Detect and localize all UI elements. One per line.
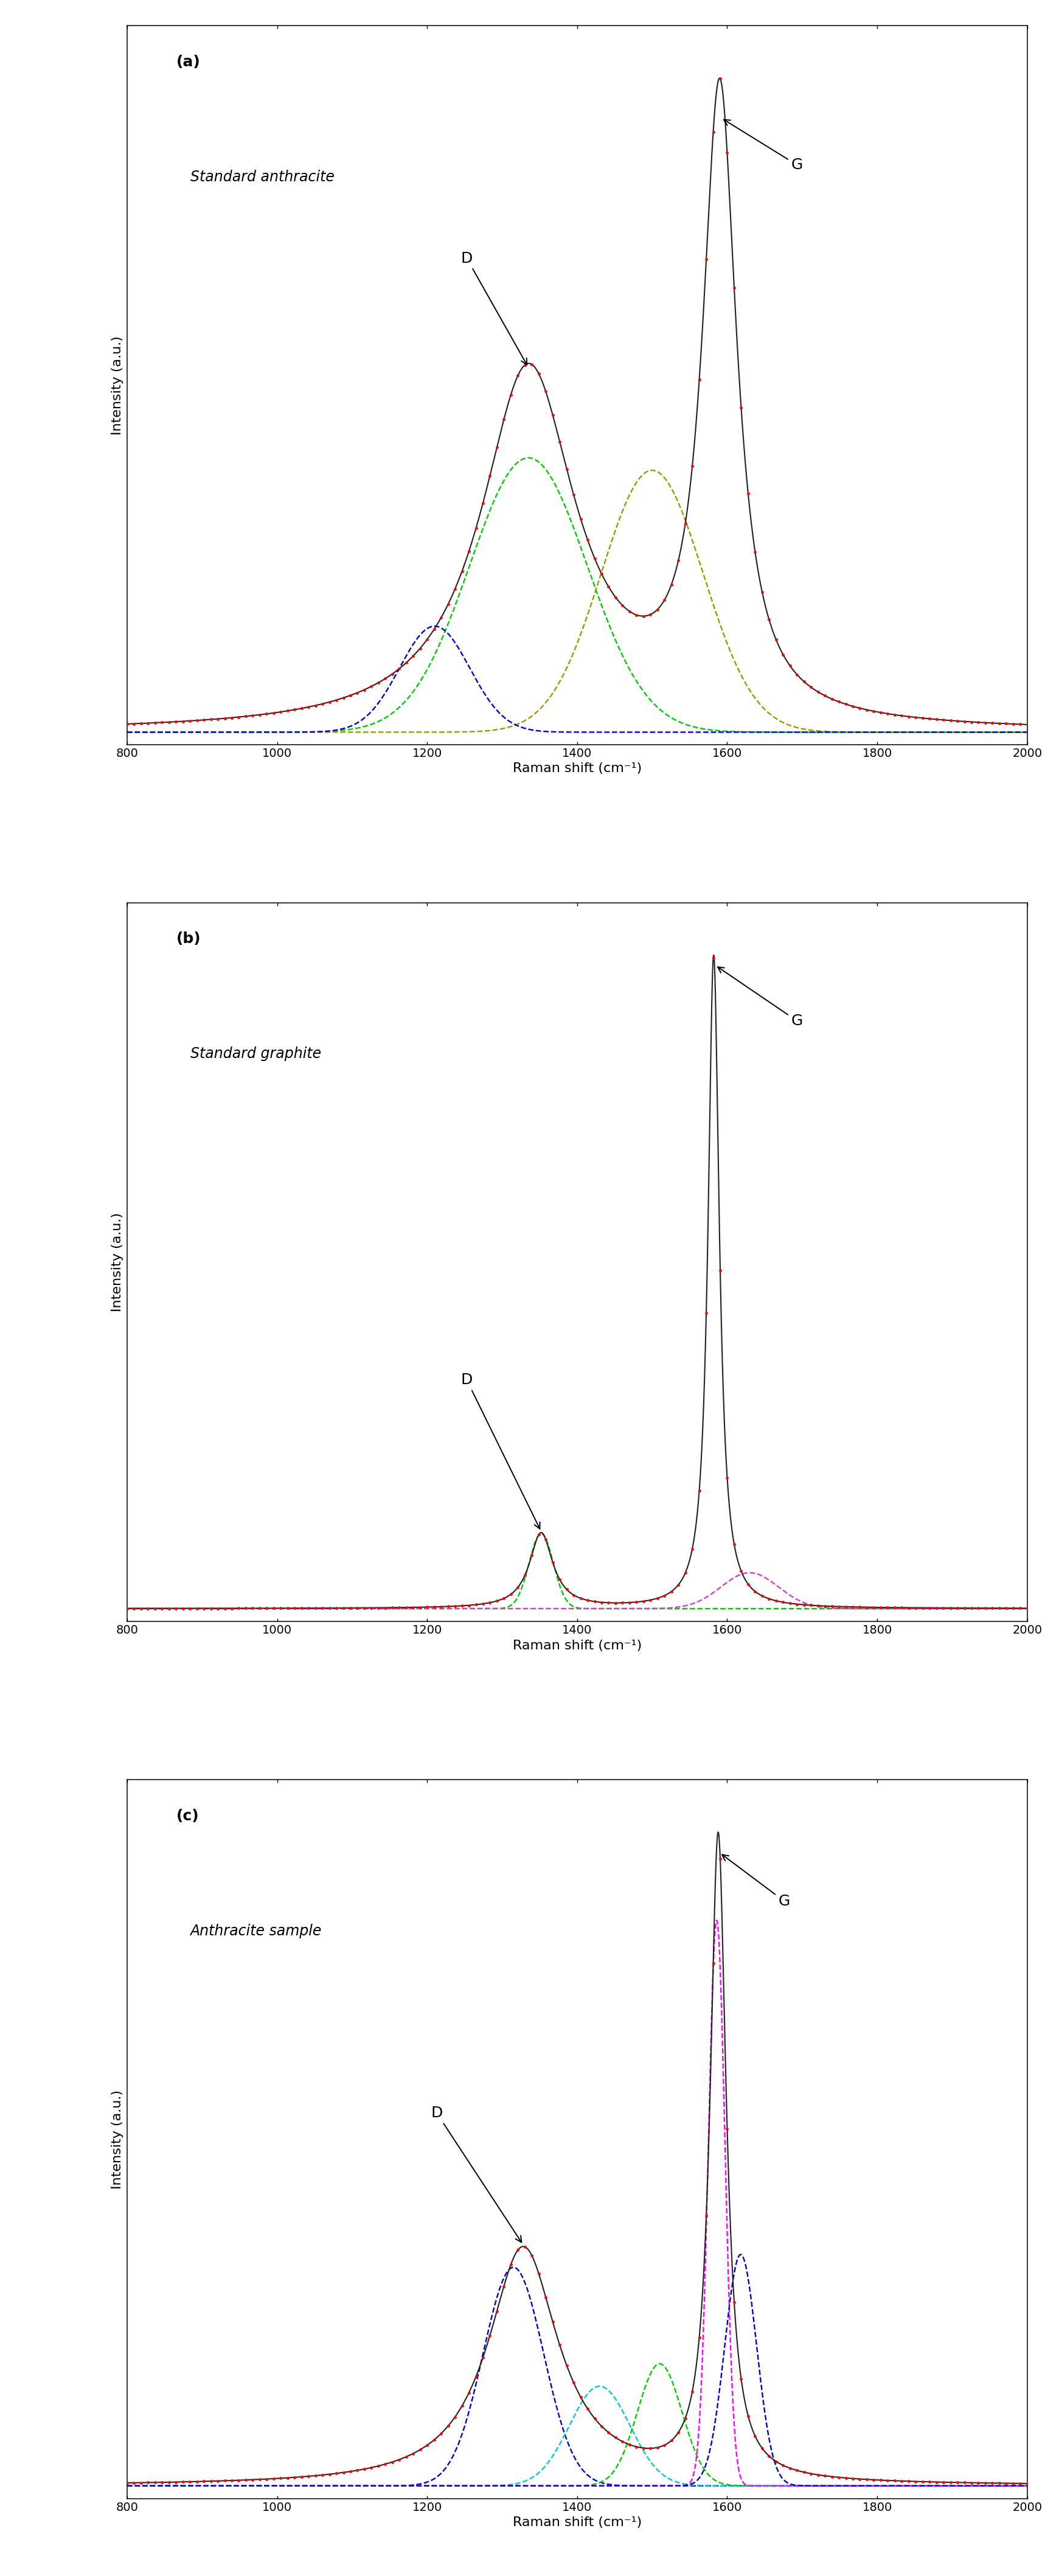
Y-axis label: Intensity (a.u.): Intensity (a.u.) bbox=[111, 1213, 124, 1311]
Text: (b): (b) bbox=[177, 933, 201, 945]
Text: G: G bbox=[723, 118, 803, 173]
Text: D: D bbox=[461, 250, 527, 366]
Text: Standard graphite: Standard graphite bbox=[191, 1046, 321, 1061]
X-axis label: Raman shift (cm⁻¹): Raman shift (cm⁻¹) bbox=[513, 762, 642, 775]
Y-axis label: Intensity (a.u.): Intensity (a.u.) bbox=[111, 2089, 124, 2190]
X-axis label: Raman shift (cm⁻¹): Raman shift (cm⁻¹) bbox=[513, 1638, 642, 1651]
Text: D: D bbox=[431, 2105, 521, 2241]
Text: (c): (c) bbox=[177, 1808, 199, 1824]
X-axis label: Raman shift (cm⁻¹): Raman shift (cm⁻¹) bbox=[513, 2517, 642, 2530]
Text: Standard anthracite: Standard anthracite bbox=[191, 170, 335, 183]
Text: G: G bbox=[718, 966, 803, 1028]
Y-axis label: Intensity (a.u.): Intensity (a.u.) bbox=[111, 335, 124, 435]
Text: Anthracite sample: Anthracite sample bbox=[191, 1924, 322, 1937]
Text: G: G bbox=[722, 1855, 790, 1909]
Text: (a): (a) bbox=[177, 54, 201, 70]
Text: D: D bbox=[461, 1373, 540, 1528]
